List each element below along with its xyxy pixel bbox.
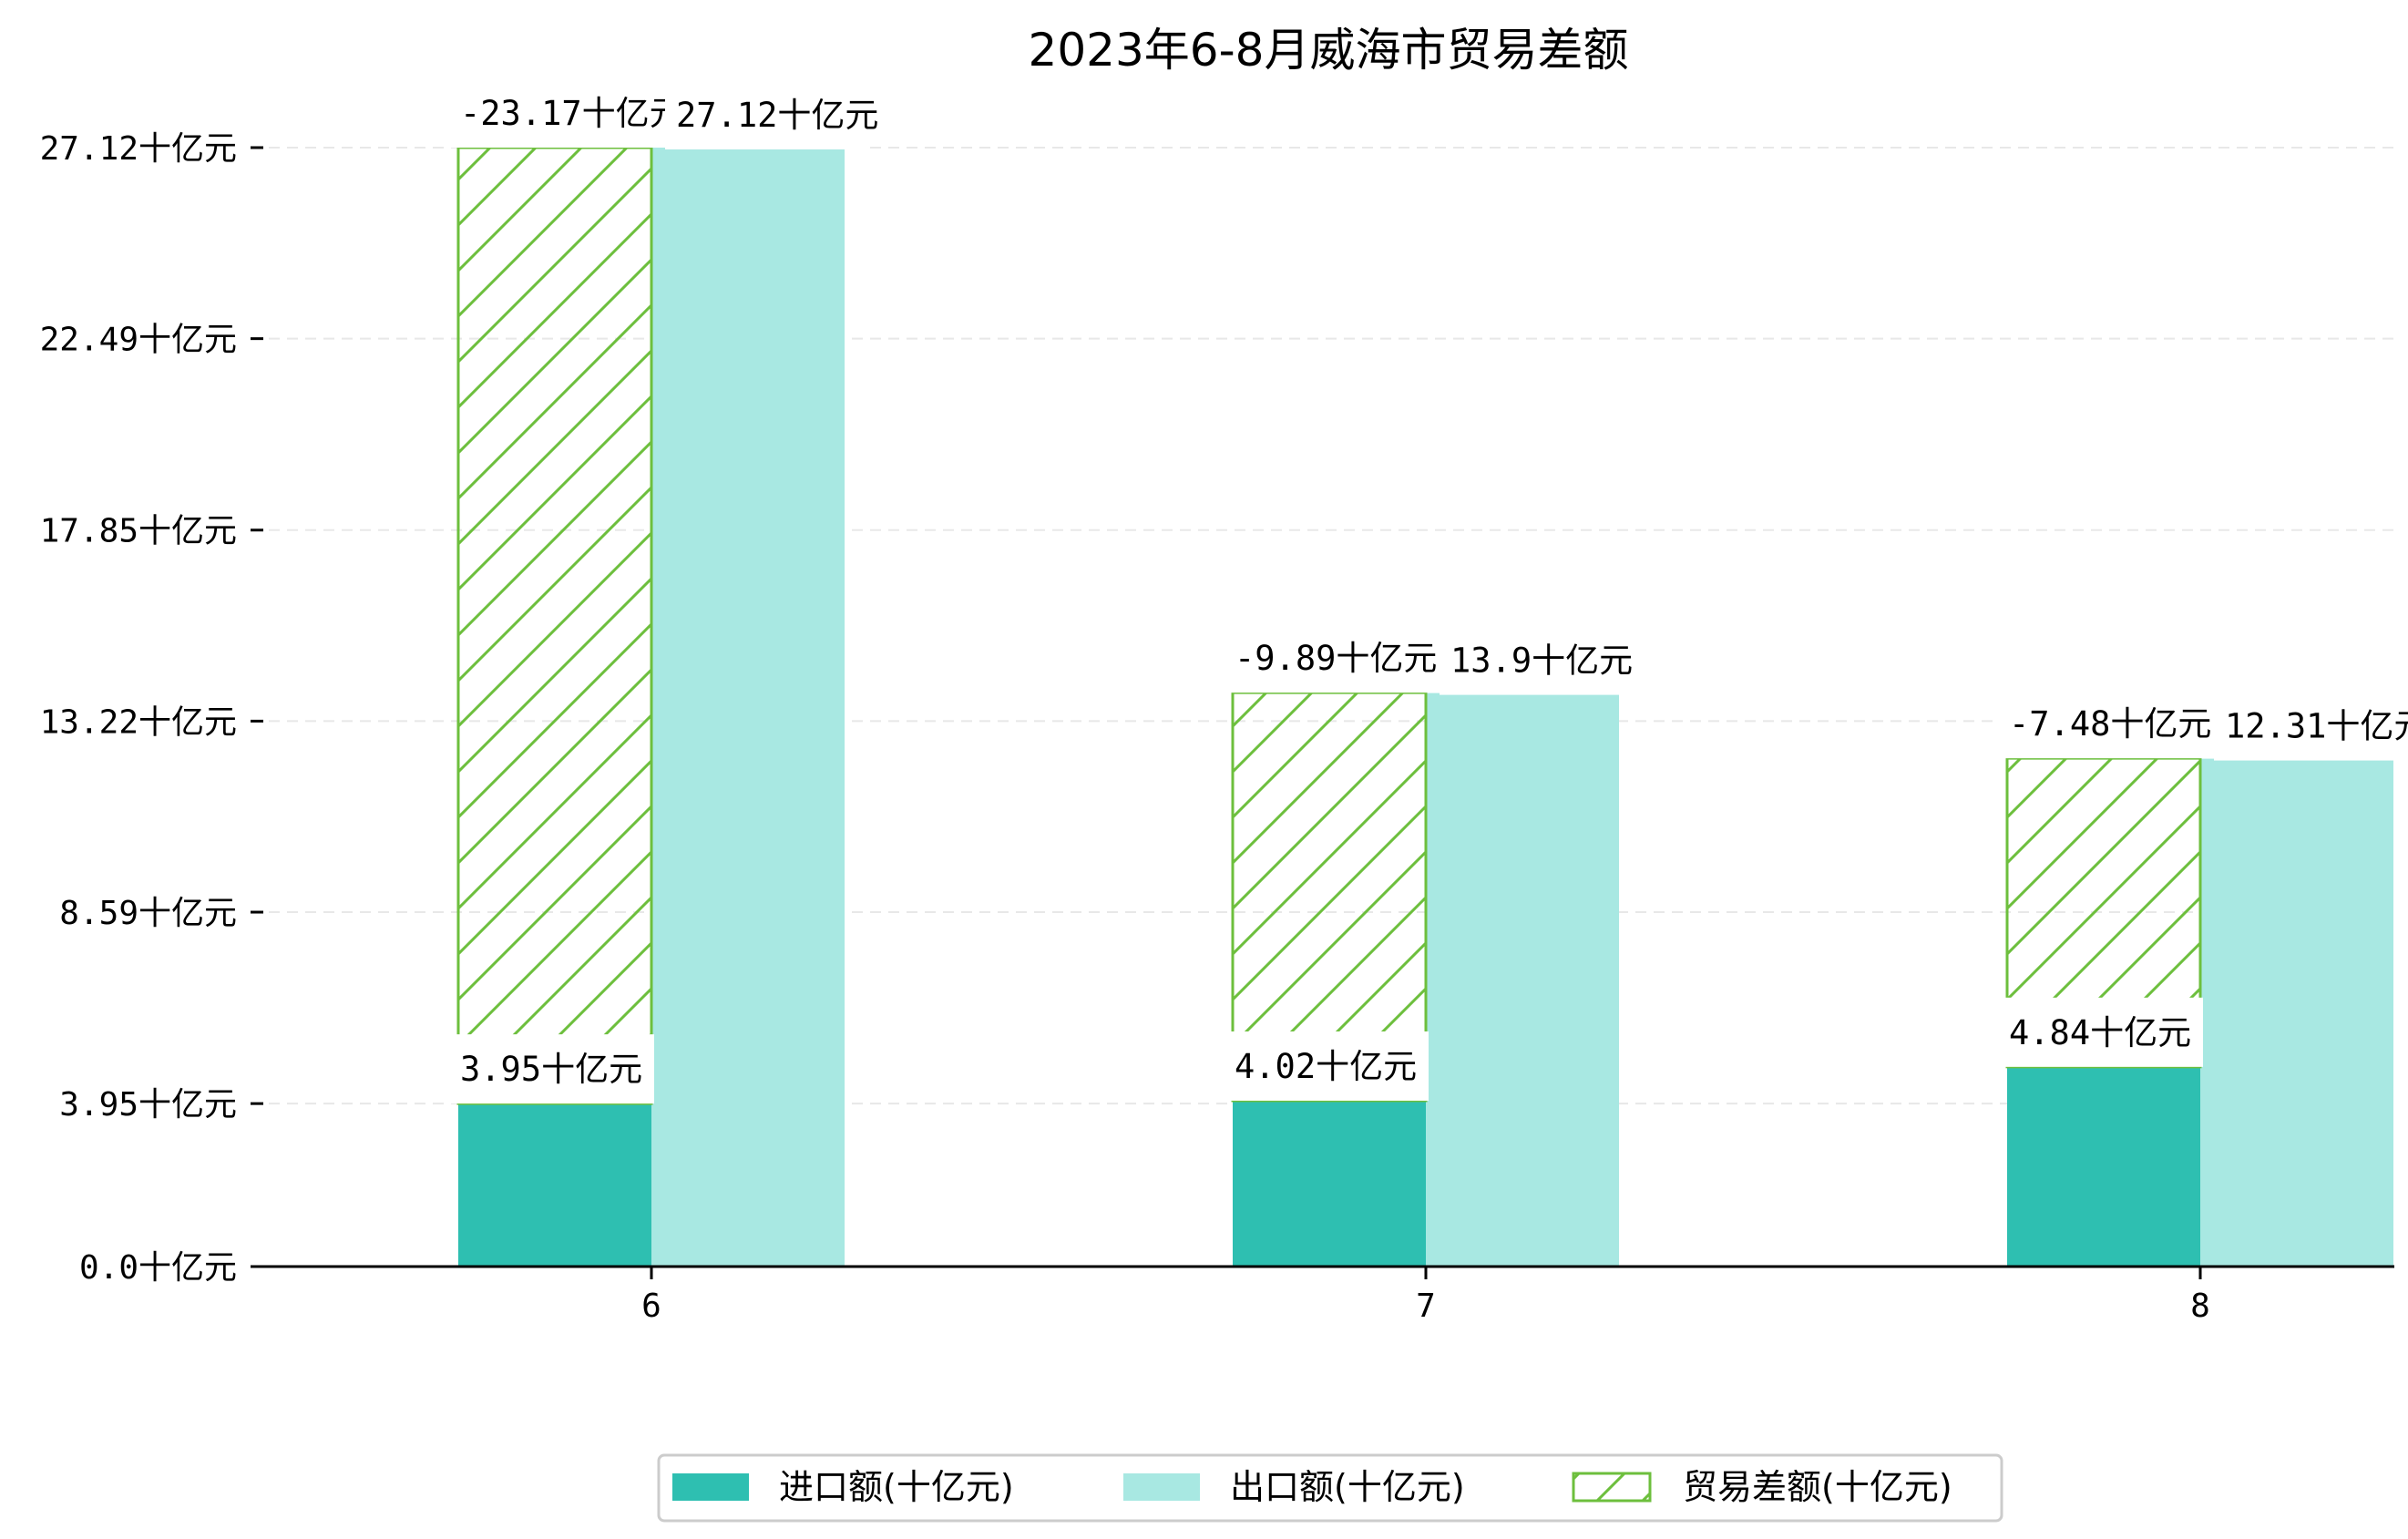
legend-swatch-balance	[1572, 1472, 1652, 1503]
bars-layer	[456, 146, 2393, 1267]
y-tick-label: 3.95十亿元	[59, 1086, 237, 1123]
legend-swatch-export	[1123, 1473, 1200, 1501]
x-tick-label: 8	[2190, 1288, 2210, 1325]
data-label-trade-balance: -7.48十亿元	[2009, 704, 2211, 744]
y-axis-ticks: 0.0十亿元 3.95十亿元 8.59十亿元 13.22十亿元 17.85十亿元 22.4…	[40, 130, 263, 1287]
legend: 进口额(十亿元) 出口额(十亿元) 贸易差额(十亿元)	[657, 1453, 2003, 1523]
data-label-export-bg	[1440, 625, 1645, 695]
data-label-trade-balance: -9.89十亿元	[1235, 639, 1437, 678]
data-label-export: 13.9十亿元	[1450, 641, 1633, 681]
legend-label-balance: 贸易差额(十亿元)	[1683, 1467, 1952, 1507]
x-tick-label: 7	[1416, 1288, 1436, 1325]
data-label-export-bg	[665, 80, 870, 149]
data-label-trade-balance: -23.17十亿元	[460, 94, 683, 133]
bar-export	[651, 148, 845, 1267]
x-tick-label: 6	[641, 1288, 661, 1325]
bar-export	[1426, 693, 1619, 1267]
bar-import	[2007, 1066, 2200, 1267]
legend-label-export: 出口额(十亿元)	[1230, 1467, 1465, 1507]
data-label-export-bg	[2214, 691, 2408, 761]
data-label-trade-balance-bg	[1224, 623, 1438, 693]
y-tick-label: 13.22十亿元	[40, 703, 237, 741]
bar-export	[2200, 758, 2393, 1267]
data-label-import: 4.84十亿元	[2009, 1013, 2191, 1052]
x-axis-ticks: 6 7 8	[641, 1267, 2210, 1325]
legend-frame	[657, 1453, 2003, 1523]
data-label-export: 12.31十亿元	[2225, 707, 2408, 746]
bar-trade-balance	[456, 146, 653, 1105]
bar-import	[1233, 1100, 1426, 1267]
y-tick-label: 0.0十亿元	[79, 1249, 237, 1287]
y-tick-label: 27.12十亿元	[40, 130, 237, 168]
data-label-import-bg	[1224, 1031, 1429, 1101]
data-label-trade-balance-bg	[1998, 689, 2212, 759]
y-tick-label: 8.59十亿元	[59, 895, 237, 932]
legend-label-import: 进口额(十亿元)	[779, 1467, 1014, 1507]
data-label-import: 3.95十亿元	[460, 1050, 642, 1089]
data-label-export: 27.12十亿元	[676, 96, 878, 135]
legend-swatch-import	[672, 1473, 749, 1501]
bar-import	[458, 1103, 651, 1267]
chart-title: 2023年6-8月威海市贸易差额	[1029, 24, 1629, 77]
data-label-import-bg	[449, 1034, 654, 1104]
data-label-import: 4.02十亿元	[1235, 1047, 1417, 1086]
y-tick-label: 22.49十亿元	[40, 322, 237, 359]
y-tick-label: 17.85十亿元	[40, 513, 237, 550]
data-label-import-bg	[1998, 997, 2203, 1067]
data-label-trade-balance-bg	[449, 78, 663, 148]
